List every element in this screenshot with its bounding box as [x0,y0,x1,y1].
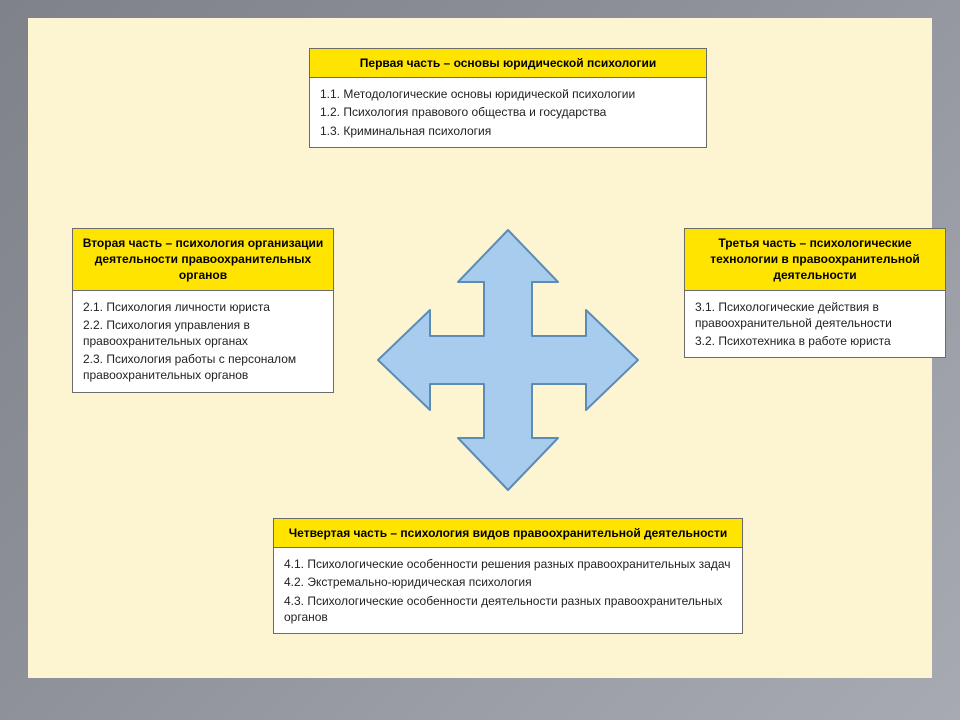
diagram-canvas: Первая часть – основы юридической психол… [28,18,932,678]
list-item: 1.3. Криминальная психология [320,123,696,139]
list-item: 4.2. Экстремально-юридическая психология [284,574,732,590]
list-item: 3.1. Психологические действия в правоохр… [695,299,935,331]
list-item: 2.1. Психология личности юриста [83,299,323,315]
box-part-4-title: Четвертая часть – психология видов право… [274,519,742,548]
list-item: 2.2. Психология управления в правоохрани… [83,317,323,349]
box-part-1: Первая часть – основы юридической психол… [309,48,707,148]
box-part-3-title: Третья часть – психологические технологи… [685,229,945,291]
list-item: 1.2. Психология правового общества и гос… [320,104,696,120]
box-part-3-body: 3.1. Психологические действия в правоохр… [685,291,945,358]
list-item: 3.2. Психотехника в работе юриста [695,333,935,349]
list-item: 1.1. Методологические основы юридической… [320,86,696,102]
box-part-1-body: 1.1. Методологические основы юридической… [310,78,706,147]
box-part-3: Третья часть – психологические технологи… [684,228,946,358]
box-part-2: Вторая часть – психология организации де… [72,228,334,393]
box-part-2-body: 2.1. Психология личности юриста 2.2. Псих… [73,291,333,392]
list-item: 4.1. Психологические особенности решения… [284,556,732,572]
box-part-2-title: Вторая часть – психология организации де… [73,229,333,291]
box-part-1-title: Первая часть – основы юридической психол… [310,49,706,78]
cross-arrows-icon [375,227,641,493]
box-part-4-body: 4.1. Психологические особенности решения… [274,548,742,633]
box-part-4: Четвертая часть – психология видов право… [273,518,743,634]
list-item: 2.3. Психология работы с персоналом прав… [83,351,323,383]
list-item: 4.3. Психологические особенности деятель… [284,593,732,625]
page-background: Первая часть – основы юридической психол… [0,0,960,720]
